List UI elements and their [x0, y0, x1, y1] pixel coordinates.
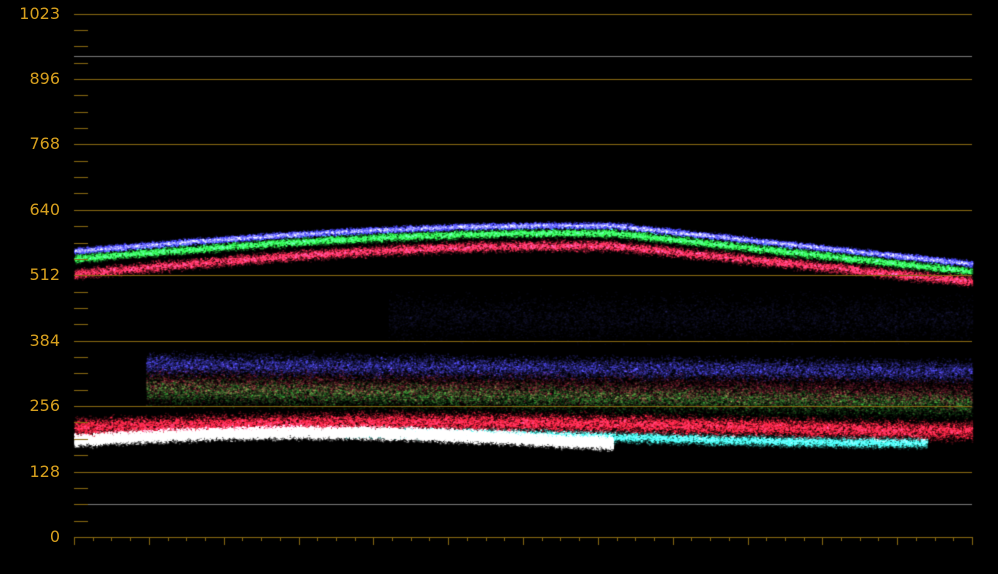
y-axis-label: 384	[29, 330, 60, 350]
y-axis-label: 1023	[19, 4, 60, 23]
y-axis-label: 768	[29, 134, 60, 154]
y-axis-label: 0	[49, 527, 60, 546]
y-axis-label: 128	[29, 461, 60, 481]
y-axis-label: 896	[29, 68, 60, 88]
y-axis-label: 512	[29, 265, 60, 285]
y-axis-label: 256	[29, 396, 60, 416]
y-axis-label: 640	[29, 199, 60, 219]
